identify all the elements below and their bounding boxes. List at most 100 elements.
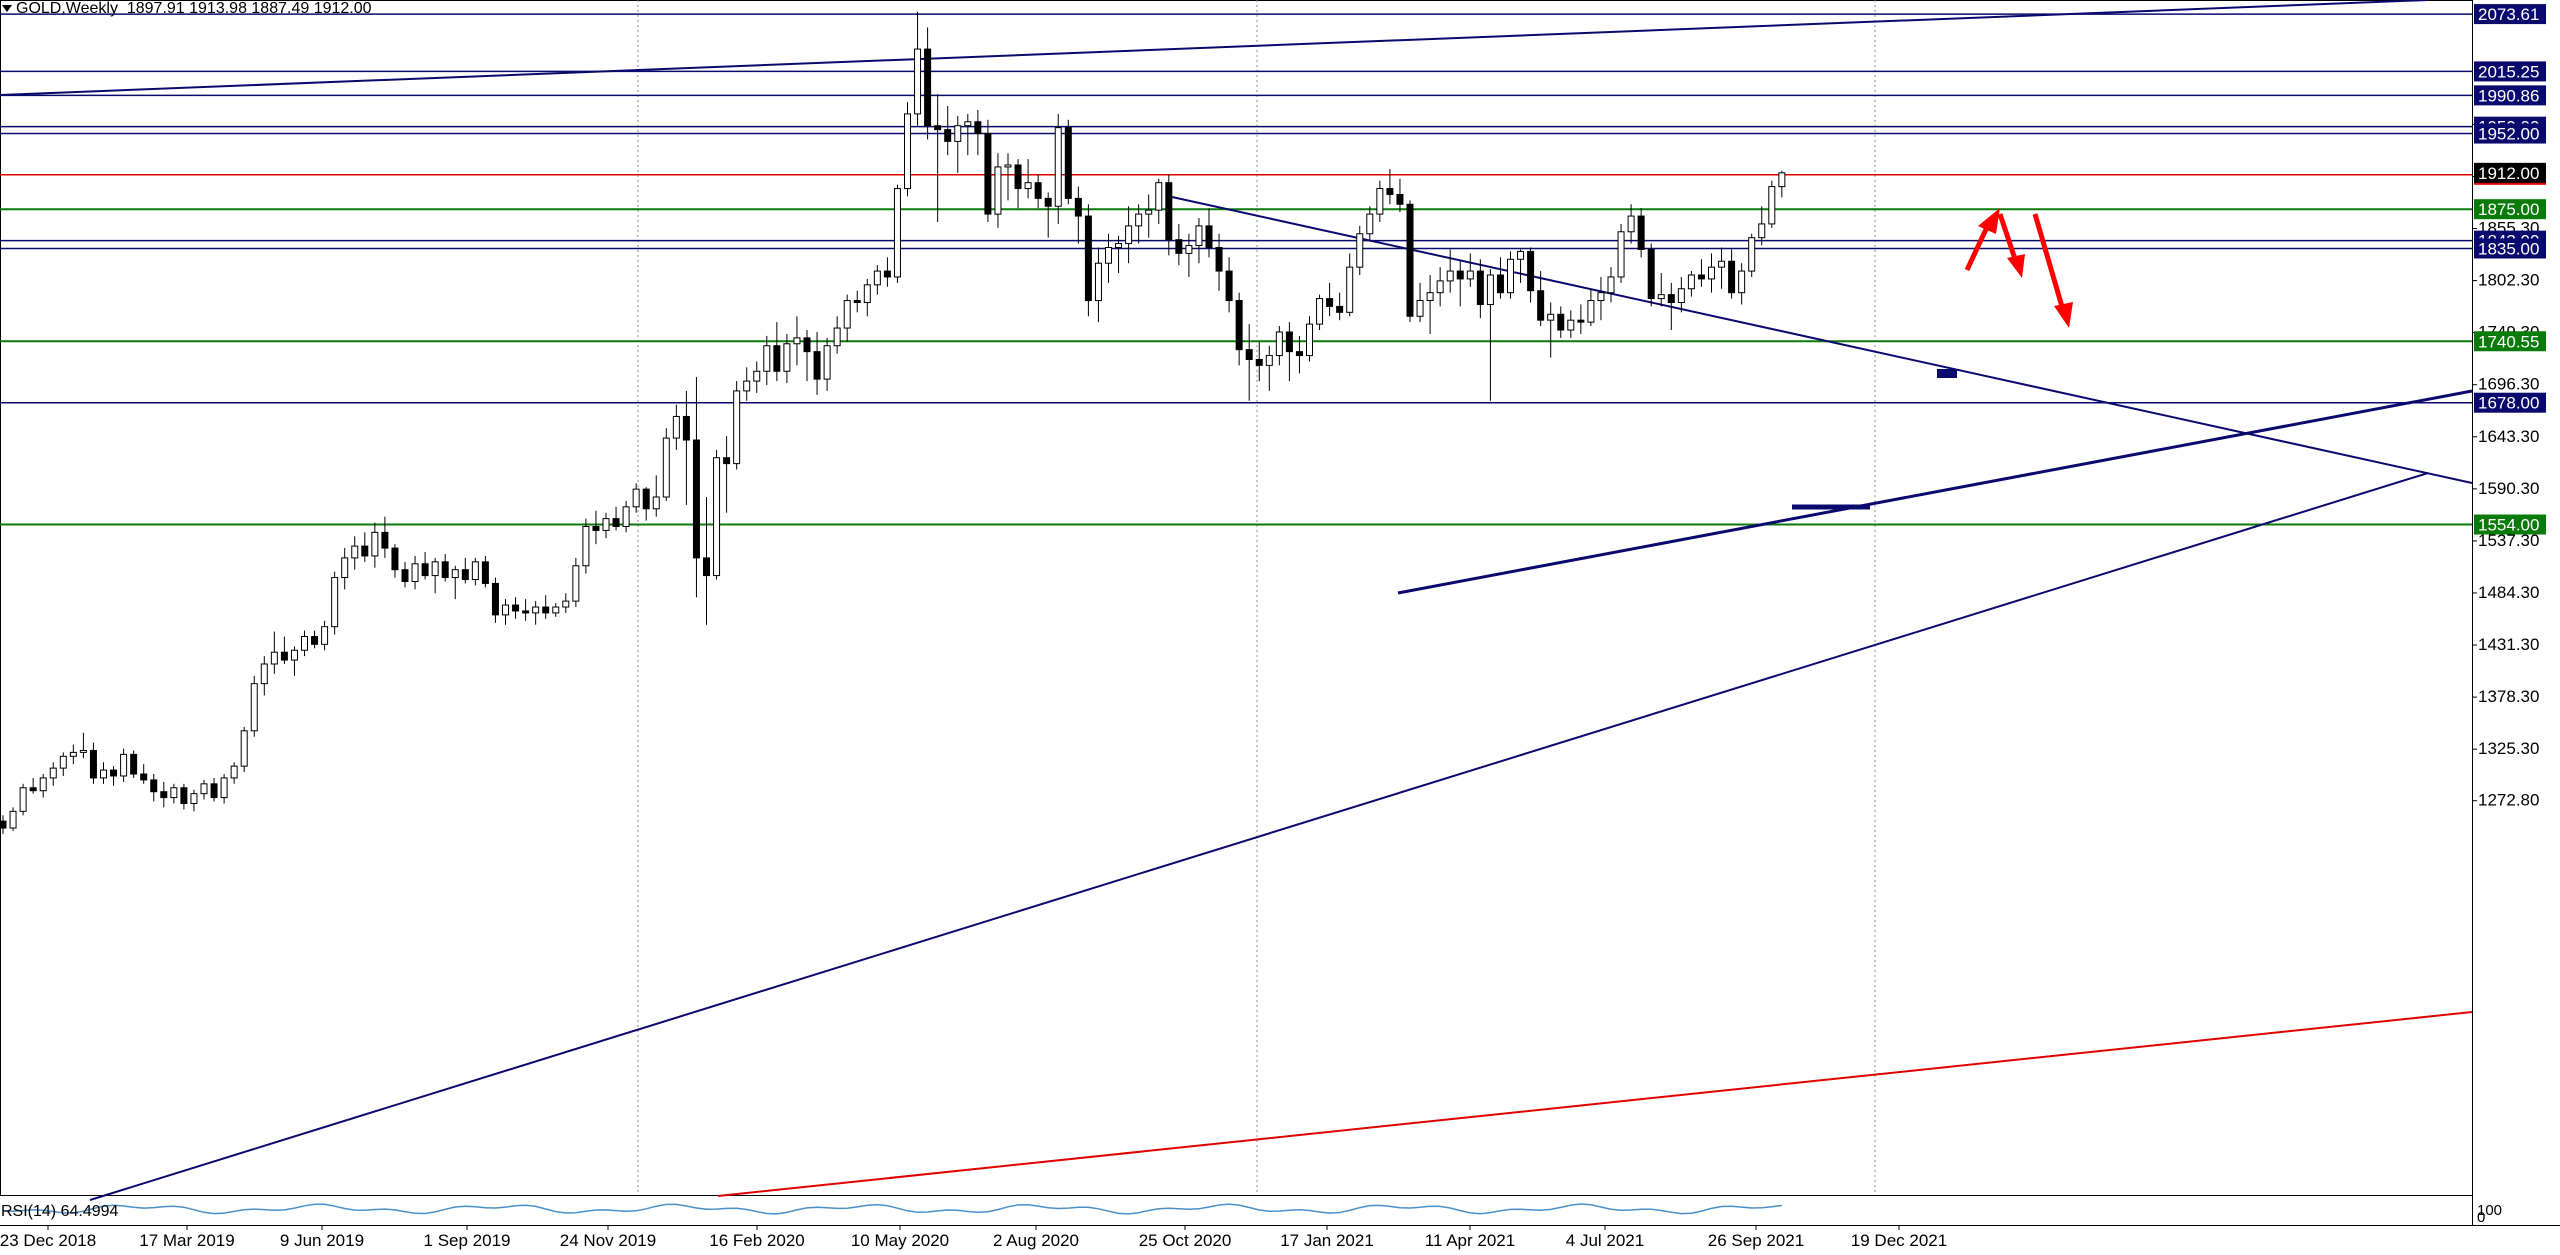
candle — [682, 390, 690, 505]
level-label-box — [2474, 199, 2546, 220]
candle-body-up — [954, 125, 962, 142]
candle — [39, 774, 47, 798]
candle-body-down — [1084, 215, 1092, 302]
candle — [1496, 257, 1504, 299]
candle-body-up — [69, 751, 77, 757]
rsi-label: RSI(14) 64.4994 — [1, 1203, 119, 1220]
candle-body-down — [140, 773, 148, 781]
candle-body-up — [1627, 215, 1635, 233]
candle-body-down — [361, 545, 369, 557]
candle-body-up — [1517, 250, 1525, 260]
candle-body-up — [1718, 260, 1726, 268]
candle — [1507, 251, 1514, 299]
candle-body-up — [250, 683, 258, 732]
x-tick-label: 11 Apr 2021 — [1425, 1231, 1515, 1250]
candle-body-down — [1527, 250, 1535, 292]
x-tick-label: 1 Sep 2019 — [424, 1231, 511, 1250]
candle — [572, 557, 580, 608]
candle-body-down — [1697, 274, 1705, 280]
candle — [351, 536, 359, 570]
candle — [1758, 206, 1766, 246]
candle-body-down — [703, 557, 710, 577]
candle — [672, 404, 680, 450]
candle — [1637, 208, 1645, 258]
candle — [240, 726, 248, 773]
candle — [1466, 253, 1474, 287]
candle-body-up — [230, 765, 238, 779]
candle — [1406, 200, 1414, 323]
candle — [59, 752, 67, 776]
trendline-descending[interactable] — [1171, 196, 2473, 484]
candle-body-down — [944, 129, 952, 142]
candle — [1446, 249, 1454, 293]
candle — [1165, 174, 1173, 256]
candle — [280, 636, 288, 664]
candle — [974, 109, 982, 156]
candle — [582, 518, 590, 574]
candle-body-down — [1205, 225, 1213, 248]
trendline-long-support[interactable] — [89, 472, 2429, 1201]
candle-body-up — [733, 390, 741, 465]
trendline-red-support[interactable] — [717, 1011, 2473, 1197]
candle-body-down — [1537, 290, 1545, 321]
candle-body-down — [1637, 215, 1645, 250]
candle — [1084, 204, 1092, 317]
candle — [130, 750, 138, 778]
candle-body-down — [1336, 305, 1344, 313]
candle-body-down — [1476, 270, 1484, 305]
candle — [1275, 326, 1283, 366]
candle — [944, 106, 952, 156]
candle — [1597, 276, 1605, 321]
candle-body-down — [311, 635, 319, 645]
candle-body-down — [1235, 300, 1243, 351]
candle-body-down — [1014, 164, 1022, 190]
candle — [190, 789, 198, 812]
candle-body-down — [1496, 274, 1504, 294]
candle-body-down — [612, 518, 620, 527]
candle — [200, 779, 208, 800]
candle — [743, 367, 751, 401]
horizontal-levels — [0, 13, 2472, 526]
candle-body-up — [39, 777, 47, 792]
candle-body-down — [130, 753, 138, 775]
x-tick-label: 23 Dec 2018 — [0, 1231, 96, 1250]
candle-body-up — [753, 370, 761, 382]
candle-body-down — [853, 300, 861, 304]
candle — [512, 597, 520, 619]
candle-body-down — [974, 121, 982, 135]
candle — [100, 762, 107, 784]
candle — [783, 333, 791, 384]
candle-body-down — [1245, 349, 1253, 360]
x-tick-label: 16 Feb 2020 — [709, 1231, 804, 1250]
dropdown-triangle-icon[interactable] — [2, 5, 12, 13]
level-label: 1952.00 — [2478, 125, 2539, 144]
candle — [984, 119, 992, 222]
symbol-label: GOLD,Weekly — [16, 0, 118, 17]
candle — [441, 553, 449, 582]
trendline-ascending-short[interactable] — [1397, 389, 2473, 595]
candle — [1738, 263, 1746, 305]
candle — [1396, 178, 1404, 213]
candle-body-up — [1125, 225, 1133, 245]
candle-body-up — [582, 525, 590, 567]
candle — [210, 777, 218, 802]
candle-body-up — [120, 753, 128, 777]
candle — [1768, 180, 1776, 228]
y-tick-label: 1272.80 — [2478, 791, 2539, 810]
candle — [321, 620, 329, 651]
candle-body-down — [1044, 197, 1052, 207]
candle-body-up — [1265, 355, 1273, 366]
candle — [401, 561, 409, 588]
candle — [1708, 253, 1715, 293]
chart-header: GOLD,Weekly 1897.91 1913.98 1887.49 1912… — [2, 0, 372, 18]
candle — [1145, 194, 1153, 238]
trendlines — [0, 0, 2473, 1201]
candle — [934, 94, 942, 222]
trendline-top-channel[interactable] — [0, 0, 2429, 96]
candle — [1064, 119, 1072, 205]
rsi-scale-bottom: 0 — [2477, 1209, 2485, 1226]
level-label-box — [2474, 85, 2546, 106]
candle-body-up — [713, 457, 721, 577]
candle-body-up — [863, 284, 871, 304]
